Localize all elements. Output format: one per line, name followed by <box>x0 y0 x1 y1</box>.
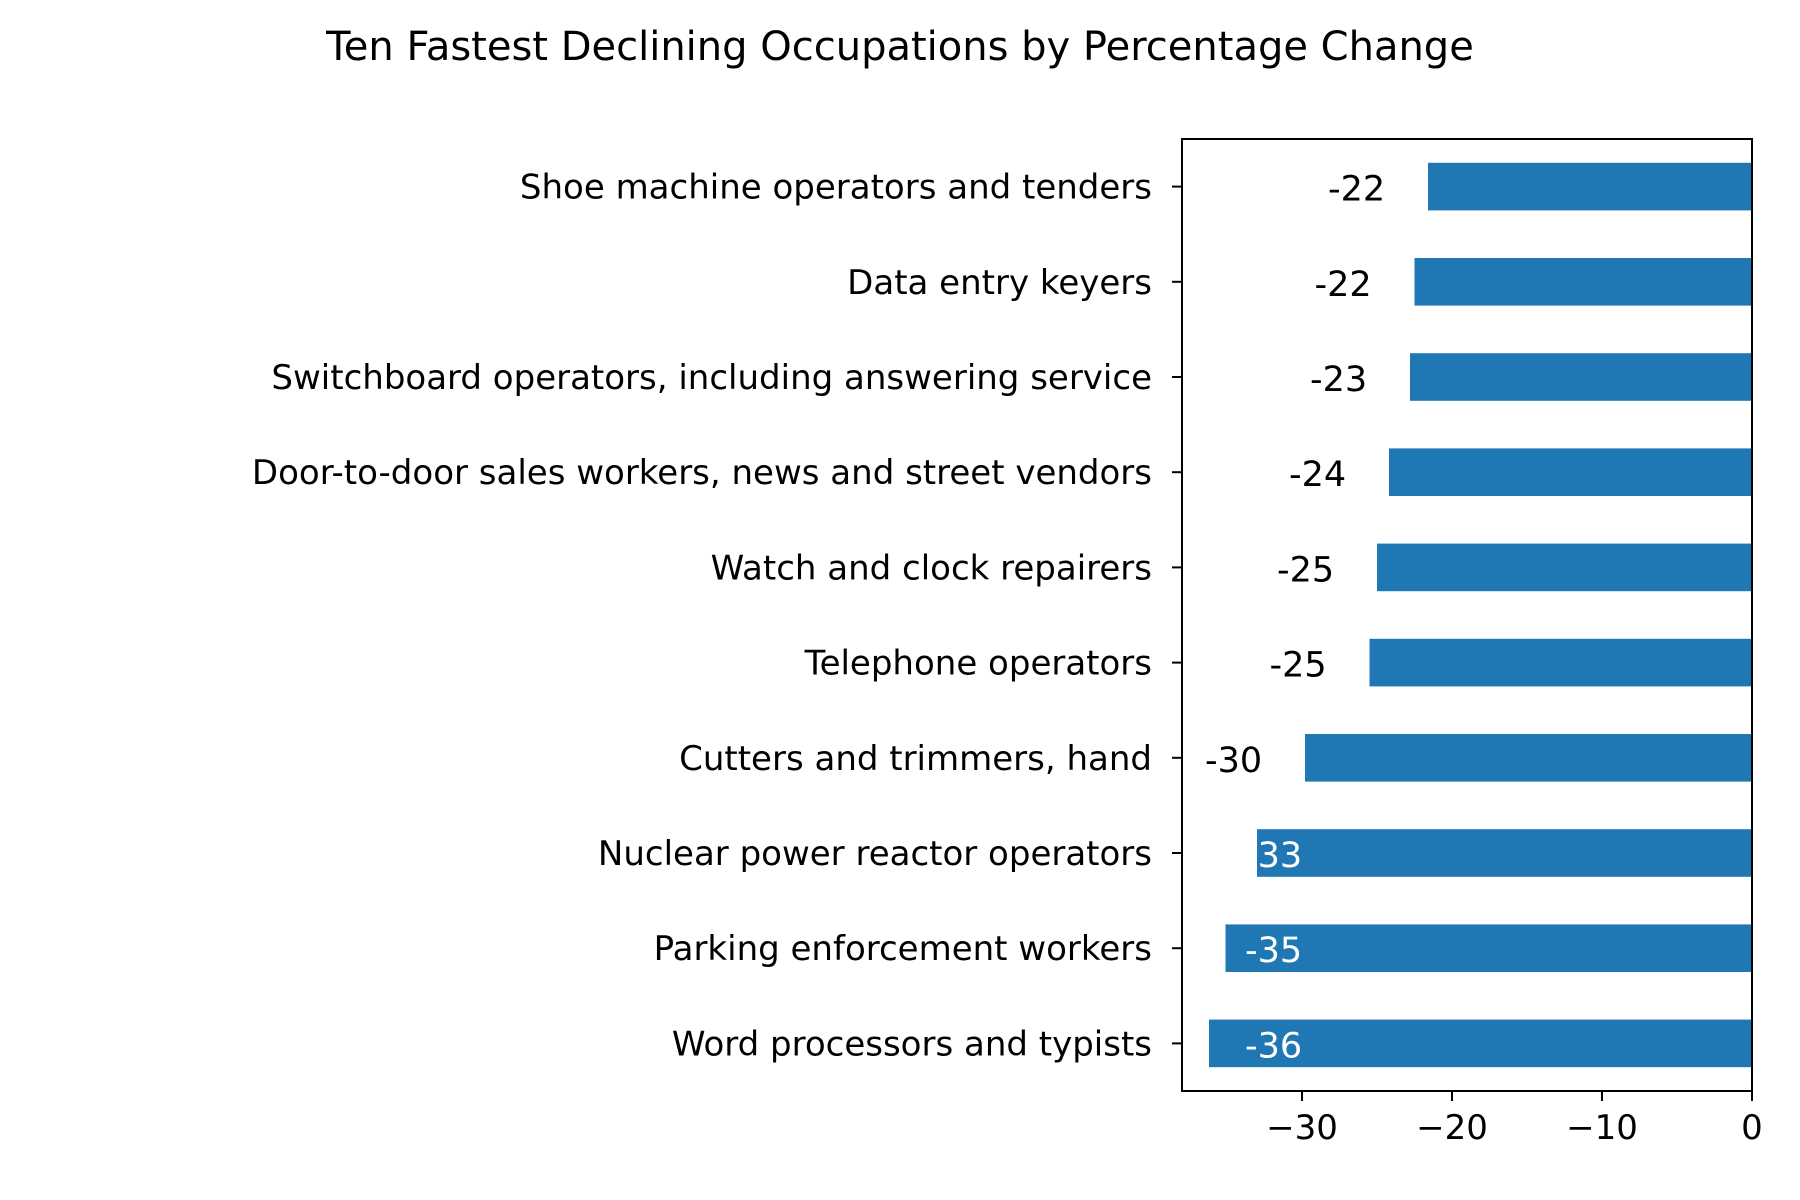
data-label: -22 <box>1328 170 1385 210</box>
bars-group <box>1209 162 1752 1068</box>
bar <box>1389 448 1752 496</box>
bar <box>1257 829 1752 877</box>
data-label: -22 <box>1315 265 1372 305</box>
data-labels: -22 -22 -23 -24 -25 -25 -30 -33 -35 -36 <box>1205 170 1385 1067</box>
chart-title: Ten Fastest Declining Occupations by Per… <box>325 24 1474 70</box>
y-tick-label: Word processors and typists <box>672 1024 1152 1064</box>
data-label: -33 <box>1245 836 1302 876</box>
data-label: -24 <box>1289 455 1346 495</box>
bar <box>1410 353 1752 401</box>
y-tick-label: Switchboard operators, including answeri… <box>271 358 1152 398</box>
y-tick-label: Nuclear power reactor operators <box>598 834 1152 874</box>
data-label: -35 <box>1245 931 1302 971</box>
bar <box>1414 258 1752 306</box>
x-axis: −30 −20 −10 0 <box>1266 1091 1763 1148</box>
y-tick-label: Shoe machine operators and tenders <box>520 168 1152 208</box>
y-tick-label: Telephone operators <box>804 644 1152 684</box>
bar <box>1209 1019 1752 1068</box>
y-tick-label: Parking enforcement workers <box>654 929 1152 969</box>
bar <box>1369 638 1752 687</box>
y-tick-label: Watch and clock repairers <box>711 548 1152 588</box>
data-label: -30 <box>1205 741 1262 781</box>
bar <box>1377 543 1752 592</box>
data-label: -36 <box>1245 1026 1302 1066</box>
data-label: -23 <box>1310 360 1367 400</box>
y-tick-label: Cutters and trimmers, hand <box>679 739 1152 779</box>
x-tick-label: −10 <box>1566 1108 1638 1148</box>
bar <box>1305 734 1752 782</box>
data-label: -25 <box>1277 550 1334 590</box>
y-tick-label: Door-to-door sales workers, news and str… <box>252 453 1152 493</box>
x-tick-label: −30 <box>1266 1108 1338 1148</box>
data-label: -25 <box>1270 646 1327 686</box>
y-tick-label: Data entry keyers <box>847 263 1152 303</box>
plot-frame <box>1181 138 1753 1092</box>
bar <box>1225 924 1752 972</box>
y-tick-labels: Shoe machine operators and tenders Data e… <box>252 168 1182 1064</box>
x-tick-label: −20 <box>1416 1108 1488 1148</box>
bar <box>1428 162 1752 211</box>
x-tick-label: 0 <box>1741 1108 1763 1148</box>
